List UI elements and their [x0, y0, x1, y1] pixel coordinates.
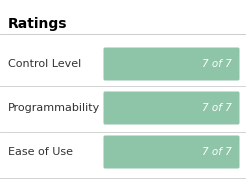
- Text: 7 of 7: 7 of 7: [202, 147, 232, 157]
- FancyBboxPatch shape: [104, 48, 240, 80]
- Text: Ease of Use: Ease of Use: [8, 147, 73, 157]
- Text: 7 of 7: 7 of 7: [202, 59, 232, 69]
- Text: Control Level: Control Level: [8, 59, 81, 69]
- Text: Programmability: Programmability: [8, 103, 100, 113]
- FancyBboxPatch shape: [104, 136, 240, 169]
- Text: Ratings: Ratings: [8, 17, 67, 31]
- Text: 7 of 7: 7 of 7: [202, 103, 232, 113]
- FancyBboxPatch shape: [104, 92, 240, 124]
